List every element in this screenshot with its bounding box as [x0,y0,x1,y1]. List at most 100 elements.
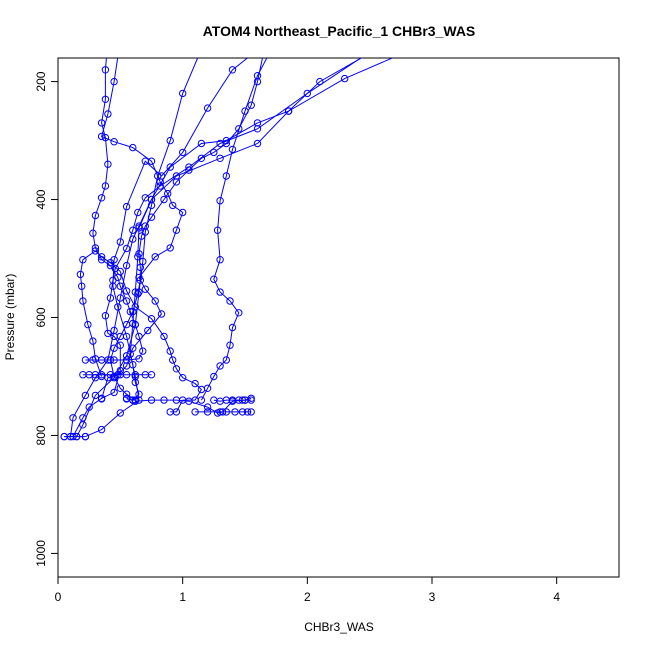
data-point [131,320,140,329]
data-point [129,226,137,234]
data-point [101,95,110,104]
series-9 [210,394,255,405]
data-point [141,194,150,202]
data-point [131,371,140,379]
data-point [135,332,143,341]
data-point [106,261,115,270]
data-point [169,201,177,210]
y-tick-label: 1000 [34,540,48,567]
data-point [116,409,125,417]
y-tick-label: 400 [34,189,48,209]
data-point [197,139,206,148]
data-point [79,414,87,422]
data-point [89,229,97,237]
data-point [151,253,159,261]
data-point [131,396,140,404]
data-point [135,355,143,363]
series-10 [197,58,268,404]
data-point [147,396,156,404]
data-point [172,396,181,404]
data-point [85,403,93,411]
data-point [216,256,224,264]
data-point [76,270,85,279]
data-point [247,101,255,109]
data-point [116,366,125,375]
data-point [166,136,174,145]
series-line [200,58,268,401]
series-line [112,58,249,401]
data-point [147,315,156,323]
x-axis-label: CHBr3_WAS [304,620,374,634]
data-point [97,395,106,403]
data-point [261,49,267,55]
data-point [129,344,137,352]
data-point [172,172,181,180]
data-point [379,43,385,49]
data-point [122,202,131,211]
x-tick-label: 3 [429,590,436,604]
data-point [179,148,187,157]
data-point [238,408,247,416]
data-point [238,396,247,404]
data-point [253,125,262,133]
series-8 [191,408,255,416]
data-point [185,397,193,405]
data-point [141,285,150,293]
plot-frame [57,57,620,578]
data-point [116,341,125,349]
data-point [122,261,131,270]
data-point [222,139,231,148]
data-point [131,378,140,387]
x-tick-label: 2 [304,590,311,604]
data-point [147,213,156,221]
data-point [104,110,112,118]
series-4 [109,58,249,404]
data-point [151,297,159,305]
data-point [191,408,199,416]
data-point [235,309,243,317]
data-point [284,107,293,115]
data-point [228,66,237,74]
data-point [122,362,131,370]
data-point [213,226,222,234]
data-point [136,263,145,272]
data-point [147,371,156,379]
data-point [116,384,125,392]
x-axis: 0 1 2 3 4 [55,577,560,604]
data-point [89,337,97,345]
data-point [303,89,311,98]
series-layer [60,43,394,441]
x-tick-label: 1 [179,590,186,604]
data-point [97,356,106,364]
data-point [203,104,212,112]
data-point [97,119,106,127]
data-point [216,197,224,205]
data-point [243,408,252,416]
data-point [122,297,131,305]
data-point [160,396,168,404]
data-point [81,356,90,364]
data-point [97,194,106,202]
data-point [122,244,131,253]
data-point [110,77,118,86]
data-point [135,250,143,258]
data-point [134,290,142,298]
data-point [160,332,168,341]
data-point [101,312,110,320]
data-point [106,294,115,302]
series-6 [76,247,206,416]
data-point [222,408,231,416]
data-point [216,362,224,370]
series-13 [79,371,156,379]
chart-title: ATOM4 Northeast_Pacific_1 CHBr3_WAS [203,23,476,39]
x-tick-label: 4 [553,590,560,604]
data-point [157,310,166,318]
data-point [228,145,237,154]
data-point [179,208,187,217]
data-point [139,347,147,355]
series-5 [69,58,362,441]
data-point [122,371,131,379]
data-point [231,408,239,416]
data-point [114,273,122,282]
y-axis: 200 400 600 800 1000 [34,71,58,567]
